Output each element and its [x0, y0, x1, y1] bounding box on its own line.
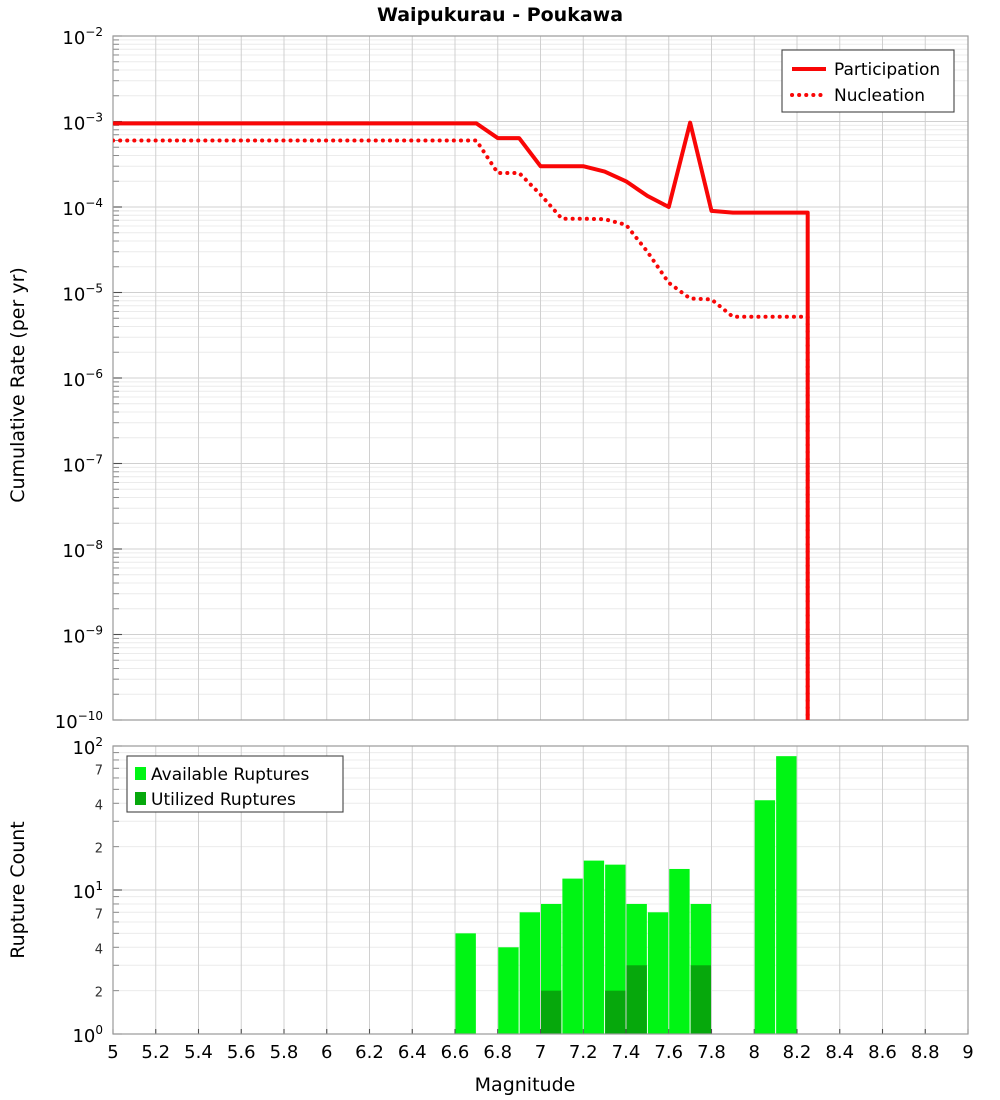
y-tick-label-count-minor: 7: [95, 763, 103, 778]
bar-available: [754, 800, 776, 1034]
y-tick-label-count: 102: [72, 735, 103, 759]
series-line-participation: [113, 120, 810, 720]
y-tick-label-rate: 10−4: [62, 196, 103, 220]
x-tick-label: 5: [107, 1042, 118, 1063]
plot-frame: [112, 745, 969, 1035]
x-tick-label: 6.8: [483, 1042, 512, 1063]
x-tick-label: 8.2: [783, 1042, 812, 1063]
x-tick-label: 7.2: [569, 1042, 598, 1063]
y-axis-label-rate: Cumulative Rate (per yr): [7, 267, 29, 503]
y-tick-label-count-minor: 2: [95, 986, 103, 1001]
x-tick-label: 7.4: [612, 1042, 641, 1063]
bar-available: [583, 860, 605, 1034]
y-tick-label-rate: 10−8: [62, 538, 103, 562]
bar-group: [455, 756, 797, 1034]
bar-utilized: [626, 965, 647, 1034]
y-tick-label-count: 101: [72, 879, 103, 903]
legend-label-nucleation: Nucleation: [834, 86, 925, 106]
bar-available: [519, 912, 540, 1034]
bar-available: [647, 912, 669, 1034]
x-tick-label: 5.4: [184, 1042, 213, 1063]
bar-available: [562, 878, 583, 1034]
plot-frame: [112, 35, 969, 721]
y-tick-label-rate: 10−6: [62, 367, 103, 391]
x-tick-label: 6.4: [398, 1042, 427, 1063]
y-tick-label-count-minor: 2: [95, 842, 103, 857]
legend-label-participation: Participation: [834, 60, 940, 80]
bar-available: [669, 868, 690, 1034]
x-tick-label: 8: [749, 1042, 760, 1063]
bar-utilized: [541, 990, 562, 1034]
bar-available: [498, 947, 519, 1034]
y-axis-label-count: Rupture Count: [7, 821, 29, 959]
x-tick-label: 5.2: [141, 1042, 170, 1063]
y-tick-label-rate: 10−7: [62, 453, 103, 477]
legend-label-available-ruptures: Available Ruptures: [151, 765, 309, 785]
y-tick-label-count: 100: [72, 1023, 103, 1047]
x-tick-label: 7: [535, 1042, 546, 1063]
y-tick-label-rate: 10−2: [62, 25, 103, 49]
x-tick-label: 7.8: [697, 1042, 726, 1063]
legend-rate: Participation Nucleation: [781, 49, 955, 113]
y-tick-label-count-minor: 7: [95, 907, 103, 922]
x-tick-label: 6.6: [441, 1042, 470, 1063]
y-tick-label-rate: 10−5: [62, 282, 103, 306]
legend-box: [126, 755, 344, 813]
legend-label-utilized-ruptures: Utilized Ruptures: [151, 790, 296, 810]
x-tick-label: 7.6: [654, 1042, 683, 1063]
x-tick-label: 8.4: [825, 1042, 854, 1063]
rupture-count-plot: 100 2 4 7 101 2 4 7 102 5 5.2 5.4 5.6 5.8 6 6.2 6.4 6.6 6.…: [72, 735, 973, 1063]
x-tick-label: 5.6: [227, 1042, 256, 1063]
cumulative-rate-plot: 10−2 10−3 10−4 10−5 10−6 10−7 10−8 10−9 10−10 Par…: [55, 25, 969, 733]
x-tick-label: 8.8: [911, 1042, 940, 1063]
bar-utilized: [605, 990, 626, 1034]
series-line-nucleation: [113, 138, 810, 720]
x-tick-label: 6: [321, 1042, 332, 1063]
x-tick-label: 9: [962, 1042, 973, 1063]
y-tick-label-rate: 10−10: [55, 709, 103, 733]
legend-swatch-available-ruptures: [135, 767, 146, 780]
bar-available: [455, 933, 476, 1034]
bar-utilized: [690, 965, 711, 1034]
y-tick-label-count-minor: 4: [95, 798, 103, 813]
legend-box: [781, 49, 955, 113]
y-tick-label-count-minor: 4: [95, 942, 103, 957]
chart-title: Waipukurau - Poukawa: [377, 4, 623, 26]
bar-available: [776, 756, 797, 1034]
y-tick-label-rate: 10−3: [62, 111, 103, 135]
x-tick-label: 8.6: [868, 1042, 897, 1063]
x-tick-label: 5.8: [270, 1042, 299, 1063]
legend-count: Available Ruptures Utilized Ruptures: [126, 755, 344, 813]
legend-swatch-utilized-ruptures: [135, 792, 146, 805]
x-axis-label: Magnitude: [475, 1074, 576, 1096]
y-tick-label-rate: 10−9: [62, 624, 103, 648]
x-tick-label: 6.2: [355, 1042, 384, 1063]
